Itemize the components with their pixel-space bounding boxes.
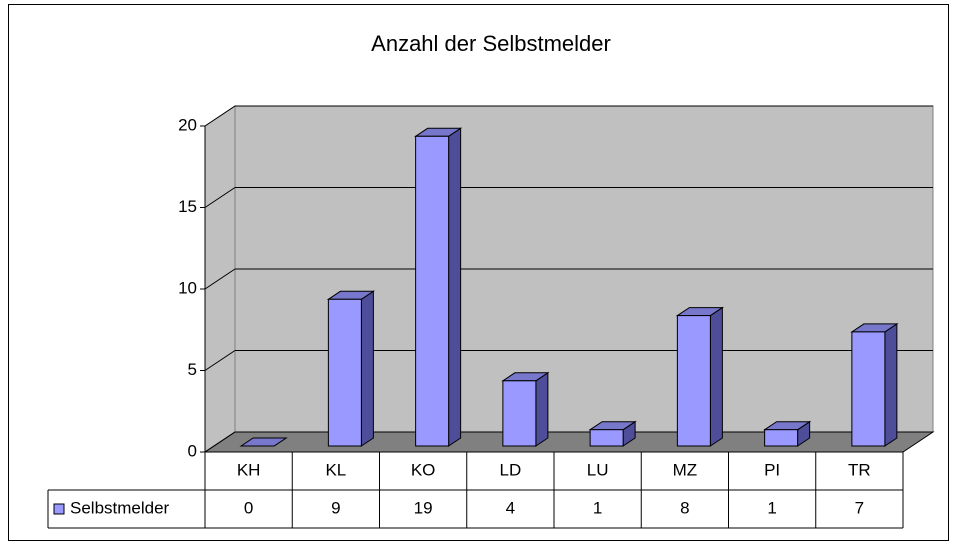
y-tick-label: 0 — [188, 441, 197, 460]
x-tick-label: MZ — [673, 460, 698, 479]
x-tick-label: PI — [764, 460, 780, 479]
bar — [764, 429, 799, 447]
grid-line — [204, 350, 236, 371]
x-tick-label: LU — [587, 460, 609, 479]
grid-line — [204, 431, 236, 453]
grid-line — [204, 187, 236, 208]
legend-label: Selbstmelder — [70, 498, 170, 517]
legend-marker — [53, 503, 65, 515]
chart-title: Anzahl der Selbstmelder — [371, 31, 611, 56]
bar — [415, 135, 450, 447]
table-value: 1 — [767, 498, 776, 517]
table-value: 4 — [506, 498, 515, 517]
table-value: 19 — [414, 498, 433, 517]
x-tick-label: KO — [411, 460, 436, 479]
table-value: 0 — [244, 498, 253, 517]
y-tick-label: 10 — [178, 278, 197, 297]
floor — [203, 431, 935, 453]
bar-side — [448, 127, 462, 447]
bar — [502, 380, 537, 447]
bar-side — [535, 371, 549, 447]
bar-side — [709, 306, 723, 447]
y-tick-label: 15 — [178, 197, 197, 216]
bar — [589, 429, 624, 447]
x-tick-label: KH — [237, 460, 261, 479]
grid-line — [204, 105, 236, 127]
table-value: 8 — [680, 498, 689, 517]
bar-top — [239, 437, 288, 447]
bar-side — [360, 290, 374, 447]
y-tick-label: 5 — [188, 360, 197, 379]
table-value: 7 — [855, 498, 864, 517]
table-value: 9 — [331, 498, 340, 517]
y-tick-label: 20 — [178, 115, 197, 134]
grid-line — [204, 268, 236, 290]
table-value: 1 — [593, 498, 602, 517]
bar — [851, 331, 886, 447]
x-tick-label: TR — [848, 460, 871, 479]
x-tick-label: LD — [500, 460, 522, 479]
bar-side — [884, 322, 898, 447]
bar — [676, 315, 711, 447]
x-tick-label: KL — [325, 460, 346, 479]
bar — [327, 298, 362, 447]
